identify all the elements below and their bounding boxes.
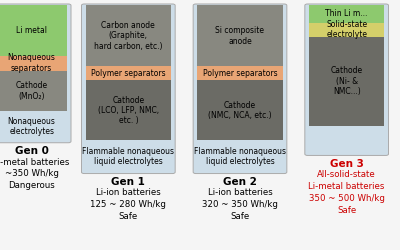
Bar — [198, 6, 282, 66]
Text: Polymer separators: Polymer separators — [203, 69, 277, 78]
Text: Li-metal batteries: Li-metal batteries — [308, 182, 385, 191]
Text: Si composite
anode: Si composite anode — [216, 26, 264, 46]
Text: Li-ion batteries: Li-ion batteries — [208, 188, 272, 198]
Text: Solid-state
electrolyte: Solid-state electrolyte — [326, 20, 367, 39]
Text: Li metal: Li metal — [16, 26, 47, 35]
Text: Carbon anode
(Graphite,
hard carbon, etc.): Carbon anode (Graphite, hard carbon, etc… — [94, 21, 162, 51]
Bar — [198, 66, 282, 80]
Text: Cathode
(NMC, NCA, etc.): Cathode (NMC, NCA, etc.) — [208, 101, 272, 120]
Text: Flammable nonaqueous
liquid electrolytes: Flammable nonaqueous liquid electrolytes — [194, 146, 286, 166]
Text: Nonaqueous
separators: Nonaqueous separators — [8, 54, 56, 73]
Bar — [0, 71, 67, 112]
Bar — [86, 80, 171, 140]
Text: Nonaqueous
electrolytes: Nonaqueous electrolytes — [8, 117, 56, 136]
Bar — [309, 6, 384, 22]
Text: Cathode
(LCO, LFP, NMC,
etc. ): Cathode (LCO, LFP, NMC, etc. ) — [98, 96, 159, 125]
Bar — [309, 37, 384, 126]
Text: Gen 3: Gen 3 — [330, 158, 364, 168]
Text: Safe: Safe — [119, 212, 138, 221]
FancyBboxPatch shape — [305, 4, 388, 156]
Bar — [309, 22, 384, 37]
Text: Flammable nonaqueous
liquid electrolytes: Flammable nonaqueous liquid electrolytes — [82, 146, 174, 166]
Text: Thin Li m...: Thin Li m... — [326, 10, 368, 18]
FancyBboxPatch shape — [193, 4, 287, 173]
Bar — [0, 56, 67, 71]
Text: Dangerous: Dangerous — [8, 181, 55, 190]
Text: Polymer separators: Polymer separators — [91, 69, 166, 78]
Text: Cathode
(Ni- &
NMC...): Cathode (Ni- & NMC...) — [331, 66, 363, 96]
Text: ~350 Wh/kg: ~350 Wh/kg — [5, 170, 59, 178]
FancyBboxPatch shape — [82, 4, 175, 173]
Bar — [86, 6, 171, 66]
Text: Safe: Safe — [230, 212, 250, 221]
Text: Cathode
(MnO₂): Cathode (MnO₂) — [16, 81, 48, 101]
Bar — [86, 66, 171, 80]
Text: Gen 2: Gen 2 — [223, 177, 257, 187]
Text: Gen 0: Gen 0 — [15, 146, 49, 156]
Text: 320 ~ 350 Wh/kg: 320 ~ 350 Wh/kg — [202, 200, 278, 209]
Text: All-solid-state: All-solid-state — [317, 170, 376, 179]
Text: Li-ion batteries: Li-ion batteries — [96, 188, 161, 198]
Text: 350 ~ 500 Wh/kg: 350 ~ 500 Wh/kg — [309, 194, 385, 203]
Text: Li-metal batteries: Li-metal batteries — [0, 158, 70, 166]
Bar — [0, 6, 67, 56]
Text: Gen 1: Gen 1 — [111, 177, 145, 187]
Bar — [198, 80, 282, 140]
FancyBboxPatch shape — [0, 4, 71, 143]
Text: 125 ~ 280 Wh/kg: 125 ~ 280 Wh/kg — [90, 200, 166, 209]
Text: Safe: Safe — [337, 206, 356, 214]
